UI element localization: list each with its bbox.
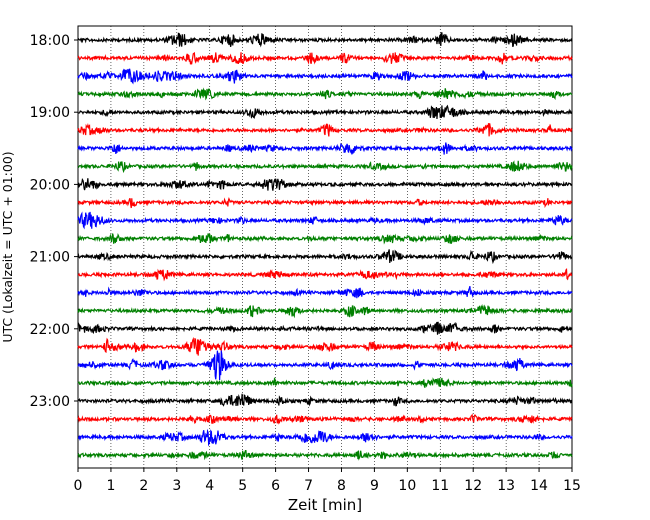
trace-1830: [77, 68, 573, 85]
y-tick-label: 18:00: [30, 33, 70, 49]
trace-1945: [77, 160, 573, 174]
x-tick-label: 8: [337, 478, 346, 494]
y-axis-ticks: 18:00 19:00 20:00 21:00 22:00 23:00: [30, 33, 78, 410]
x-axis-ticks: 0 1 2 3 4 5 6 7 8 9 10 11 12 13 14 15: [74, 468, 581, 494]
trace-2145: [77, 303, 573, 319]
x-tick-label: 15: [563, 478, 581, 494]
x-tick-label: 6: [271, 478, 280, 494]
trace-2330: [77, 428, 573, 447]
x-axis-label: Zeit [min]: [288, 496, 362, 514]
y-tick-label: 19:00: [30, 105, 70, 121]
trace-2315: [77, 413, 573, 425]
trace-1815: [77, 51, 573, 65]
x-tick-label: 3: [172, 478, 181, 494]
trace-1800: [77, 32, 573, 48]
trace-2215: [77, 336, 573, 356]
x-tick-label: 7: [304, 478, 313, 494]
y-axis-label: UTC (Lokalzeit = UTC + 01:00): [0, 151, 15, 342]
x-tick-label: 4: [205, 478, 214, 494]
x-tick-label: 13: [497, 478, 515, 494]
trace-2130: [77, 286, 573, 299]
x-tick-label: 14: [530, 478, 548, 494]
trace-1900: [77, 104, 573, 120]
x-tick-label: 9: [370, 478, 379, 494]
trace-2345: [77, 449, 573, 461]
plot-frame: [77, 25, 573, 469]
y-tick-label: 22:00: [30, 322, 70, 338]
trace-2300: [77, 393, 573, 407]
x-tick-label: 10: [398, 478, 416, 494]
trace-1930: [77, 142, 573, 155]
trace-2030: [77, 211, 573, 230]
y-tick-label: 21:00: [30, 250, 70, 266]
trace-1915: [77, 123, 573, 137]
seismic-traces: [77, 32, 573, 461]
trace-2200: [77, 321, 573, 335]
trace-2100: [77, 249, 573, 265]
x-tick-label: 11: [431, 478, 449, 494]
x-tick-label: 12: [464, 478, 482, 494]
trace-2230: [77, 350, 573, 381]
x-tick-label: 0: [74, 478, 83, 494]
trace-2245: [77, 377, 573, 388]
trace-2000: [77, 177, 573, 191]
y-tick-label: 23:00: [30, 394, 70, 410]
trace-1845: [77, 87, 573, 101]
x-tick-label: 2: [139, 478, 148, 494]
x-tick-label: 1: [106, 478, 115, 494]
x-tick-label: 5: [238, 478, 247, 494]
trace-2015: [77, 197, 573, 209]
y-tick-label: 20:00: [30, 177, 70, 193]
trace-2115: [77, 267, 573, 282]
trace-2045: [77, 232, 573, 245]
